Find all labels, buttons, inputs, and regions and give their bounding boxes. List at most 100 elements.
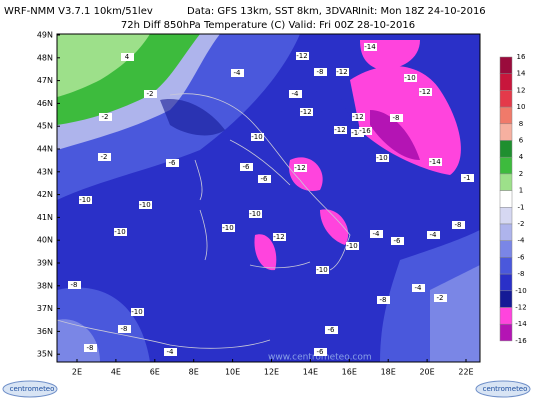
contour-label-bg — [131, 308, 144, 316]
colorbar-box — [499, 123, 513, 141]
colorbar-box — [499, 257, 513, 275]
lon-label: 4E — [111, 368, 121, 377]
contour-label-bg — [452, 221, 465, 229]
contour-label: -10 — [249, 210, 260, 218]
contour-label-bg — [99, 113, 112, 121]
contour-label: -12 — [273, 233, 284, 241]
colorbar-label: -2 — [518, 220, 525, 228]
lat-label: 40N — [37, 236, 53, 245]
watermark: www.centrometeo.com — [268, 353, 372, 363]
contour-label-bg — [121, 53, 134, 61]
contour-label-bg — [391, 237, 404, 245]
contour-label: -12 — [419, 88, 430, 96]
lat-label: 42N — [37, 190, 53, 199]
contour-label-bg — [419, 88, 432, 96]
contour-label-bg — [352, 113, 365, 121]
contour-label-bg — [461, 174, 474, 182]
colorbar-box — [499, 173, 513, 191]
contour-label: -12 — [352, 113, 363, 121]
colorbar-box — [499, 240, 513, 258]
contour-label-bg — [325, 326, 338, 334]
contour-label: -4 — [292, 90, 300, 98]
contour-label-bg — [429, 158, 442, 166]
colorbar-box — [499, 290, 513, 308]
contour-label-bg — [79, 196, 92, 204]
lat-label: 39N — [37, 259, 53, 268]
map-field: www.centrometeo.com — [57, 34, 480, 363]
contour-label-bg — [222, 224, 235, 232]
contour-label-bg — [139, 201, 152, 209]
colorbar-box — [499, 223, 513, 241]
contour-label-bg — [296, 52, 309, 60]
map-title: 72h Diff 850hPa Temperature (C) Valid: F… — [121, 20, 415, 31]
contour-label-bg — [427, 231, 440, 239]
colorbar-box — [499, 307, 513, 325]
colorbar-label: -6 — [518, 253, 526, 261]
colorbar-label: 6 — [519, 137, 524, 145]
contour-label: -10 — [114, 228, 125, 236]
contour-label: -8 — [393, 114, 400, 122]
contour-label-bg — [68, 281, 81, 289]
colorbar-box — [499, 56, 513, 74]
colorbar-label: -8 — [518, 270, 525, 278]
contour-label: -12 — [294, 164, 305, 172]
logo-text: centrometeo — [10, 385, 55, 393]
colorbar-label: 10 — [517, 103, 526, 111]
colorbar-box — [499, 106, 513, 125]
contour-label-bg — [434, 294, 447, 302]
colorbar-label: 4 — [519, 153, 524, 161]
contour-label: -4 — [167, 348, 175, 356]
contour-label: -12 — [300, 108, 311, 116]
logo-text: centrometeo — [483, 385, 528, 393]
contour-label-bg — [359, 127, 372, 135]
colorbar-label: -12 — [515, 304, 526, 312]
contour-label: -10 — [404, 74, 415, 82]
contour-label-bg — [336, 68, 349, 76]
map-frame — [56, 33, 481, 363]
lat-label: 48N — [37, 53, 53, 62]
contour-label-bg — [351, 129, 364, 137]
contour-label: -8 — [121, 325, 128, 333]
contour-label: -16 — [359, 127, 371, 135]
contour-label: -6 — [261, 175, 269, 183]
lat-label: 43N — [37, 167, 53, 176]
contour-label: -10 — [139, 201, 150, 209]
contour-label-bg — [98, 153, 111, 161]
contour-label: -10 — [131, 308, 142, 316]
lat-label: 46N — [37, 99, 53, 108]
contour-label: -2 — [102, 113, 109, 121]
contour-label: -10 — [376, 154, 387, 162]
contour-label: -8 — [87, 344, 94, 352]
contour-label-bg — [289, 90, 302, 98]
header-model: WRF-NMM V3.7.1 10km/51lev — [4, 6, 153, 17]
logo-left: centrometeo — [2, 380, 58, 398]
lon-label: 12E — [264, 368, 279, 377]
header-init: Init: Mon 18Z 24-10-2016 — [358, 6, 486, 17]
contour-label-bg — [166, 159, 179, 167]
contour-label: -6 — [169, 159, 177, 167]
contour-label: -12 — [334, 126, 345, 134]
contour-label: 4 — [125, 53, 130, 61]
contour-label: -10 — [346, 242, 357, 250]
contour-label-bg — [300, 108, 313, 116]
contour-label-bg — [164, 348, 177, 356]
contour-label: -4 — [234, 69, 242, 77]
lat-label: 41N — [37, 213, 53, 222]
contour-label-bg — [334, 126, 347, 134]
contour-label: -4 — [373, 230, 381, 238]
contour-label-bg — [118, 325, 131, 333]
lon-label: 10E — [225, 368, 240, 377]
colorbar-label: -1 — [518, 203, 525, 211]
contour-label: -14 — [364, 43, 376, 51]
colorbar-label: 16 — [517, 53, 526, 61]
contour-label: -4 — [415, 284, 423, 292]
contour-label-bg — [144, 90, 157, 98]
contour-label: -10 — [251, 133, 262, 141]
logo-right: centrometeo — [475, 380, 531, 398]
contour-label-bg — [251, 133, 264, 141]
contour-label-bg — [314, 68, 327, 76]
lat-label: 47N — [37, 76, 53, 85]
contour-label-bg — [346, 242, 359, 250]
contour-label-bg — [364, 43, 377, 51]
